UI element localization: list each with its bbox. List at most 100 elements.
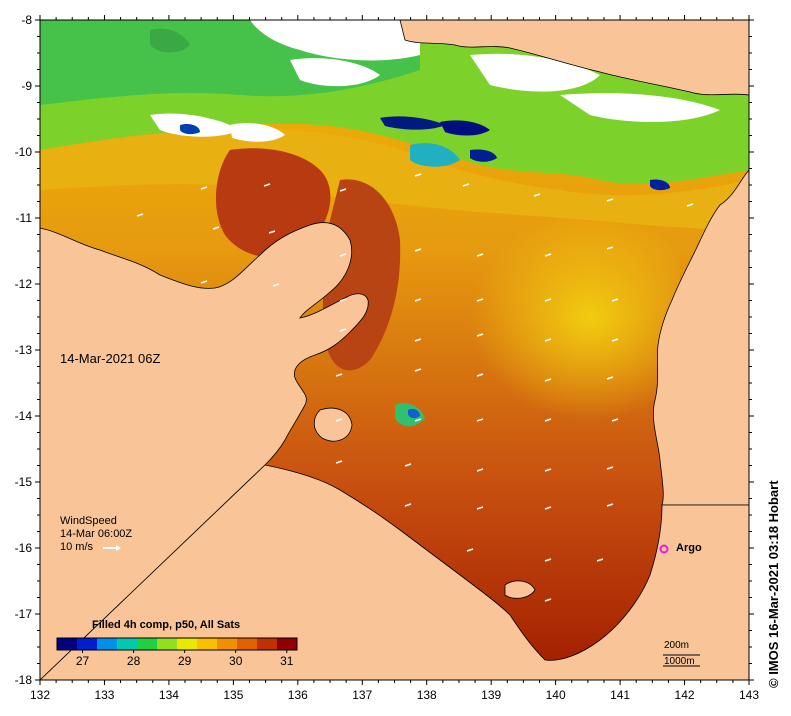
wind-vector [686, 203, 694, 207]
colorbar-title: Filled 4h comp, p50, All Sats [92, 619, 241, 631]
wind-vector [606, 246, 614, 250]
wind-vector [339, 188, 347, 192]
lon-tick-label: 140 [546, 688, 566, 702]
warm-pool [380, 200, 680, 460]
land-melville-islands [150, 28, 190, 53]
lon-tick-label: 134 [159, 688, 179, 702]
lon-tick-label: 137 [352, 688, 372, 702]
wind-vector [200, 280, 208, 284]
colorbar-segment [57, 638, 78, 650]
cloud-gap [290, 58, 380, 87]
land-cape-york [652, 169, 749, 506]
colorbar-segment [177, 638, 198, 650]
colorbar-segment [117, 638, 138, 650]
wind-vector [611, 418, 619, 422]
colorbar-segment [137, 638, 158, 650]
argo-float-marker [659, 544, 669, 554]
colorbar-segment [257, 638, 278, 650]
land-wellesley-islands [504, 580, 536, 599]
lat-tick-label: -15 [15, 475, 33, 489]
wind-vector [136, 213, 144, 217]
cold-patch [180, 123, 200, 135]
lat-tick-label: -14 [15, 409, 33, 423]
colorbar-segment [97, 638, 118, 650]
land-groote-eylandt [313, 407, 353, 442]
colorbar-tick-label: 31 [280, 654, 294, 668]
lat-tick-label: -17 [15, 607, 33, 621]
wind-vector [404, 503, 412, 507]
wind-vector [476, 468, 484, 472]
lon-tick-label: 133 [94, 688, 114, 702]
scale-label-1000m: 1000m [664, 656, 695, 667]
lon-tick-label: 141 [610, 688, 630, 702]
wind-vector [476, 253, 484, 257]
colorbar-segment [197, 638, 218, 650]
lon-tick-label: 132 [30, 688, 50, 702]
wind-vector [606, 466, 614, 470]
wind-vector [476, 373, 484, 377]
land-gulf-south [40, 464, 749, 680]
wind-vector [263, 183, 271, 187]
lat-tick-label: -18 [15, 673, 33, 687]
wind-vector [544, 468, 552, 472]
wind-vector [404, 463, 412, 467]
land-new-guinea [399, 20, 749, 96]
lat-tick-label: -13 [15, 343, 33, 357]
cloud-gap [230, 123, 285, 142]
lon-tick-label: 139 [481, 688, 501, 702]
wind-scale-label: 10 m/s [60, 541, 94, 553]
wind-vector [476, 506, 484, 510]
wind-vector [476, 333, 484, 337]
colorbar-segment [77, 638, 98, 650]
wind-vector [544, 598, 552, 602]
wind-vector [466, 548, 474, 552]
wind-vector [544, 506, 552, 510]
longitude-axis: 132 133 134 135 136 137 138 139 140 141 142 143 [30, 15, 759, 702]
wind-title: WindSpeed [60, 515, 117, 527]
cold-patch [410, 143, 460, 167]
wind-vector-field [136, 173, 694, 602]
wind-vector [414, 298, 422, 302]
colorbar-frame [56, 637, 298, 651]
latitude-axis: -8 -9 -10 -11 -12 -13 -14 -15 -16 -17 -18 [15, 13, 754, 687]
wind-vector [533, 193, 541, 197]
colorbar-segment [217, 638, 238, 650]
wind-vector [544, 378, 552, 382]
land-arnhem [40, 222, 369, 680]
wind-vector [606, 503, 614, 507]
wind-vector [544, 558, 552, 562]
wind-vector [268, 230, 276, 234]
colorbar-tick-label: 30 [229, 654, 243, 668]
wind-vector [414, 173, 422, 177]
wind-vector [200, 186, 208, 190]
wind-vector [414, 248, 422, 252]
warm-transition-north [40, 128, 749, 230]
lat-tick-label: -11 [16, 211, 33, 225]
wind-vector [476, 418, 484, 422]
cloud-gap [250, 20, 420, 61]
lon-tick-label: 138 [417, 688, 437, 702]
cloud-gap [560, 93, 720, 122]
wind-vector [544, 253, 552, 257]
credit-stamp: © IMOS 16-Mar-2021 03:18 Hobart [766, 480, 781, 688]
wind-vector [339, 253, 347, 257]
lon-tick-label: 143 [739, 688, 759, 702]
scale-label-200m: 200m [664, 640, 690, 651]
wind-vector [272, 283, 280, 287]
lat-tick-label: -10 [15, 145, 33, 159]
wind-vector [335, 373, 343, 377]
wind-vector [606, 376, 614, 380]
lat-tick-label: -9 [21, 79, 32, 93]
colorbar-segment [157, 638, 178, 650]
lat-tick-label: -12 [15, 277, 33, 291]
wind-vector [476, 298, 484, 302]
wind-vector [596, 558, 604, 562]
timestamp-label: 14-Mar-2021 06Z [60, 351, 161, 366]
colorbar-tick-label: 28 [127, 654, 141, 668]
wind-vector [414, 368, 422, 372]
wind-vector [414, 418, 422, 422]
colorbar: 27 28 29 30 31 [56, 637, 298, 668]
cold-patch [650, 179, 670, 191]
colorbar-segment [237, 638, 258, 650]
lat-tick-label: -8 [21, 13, 32, 27]
